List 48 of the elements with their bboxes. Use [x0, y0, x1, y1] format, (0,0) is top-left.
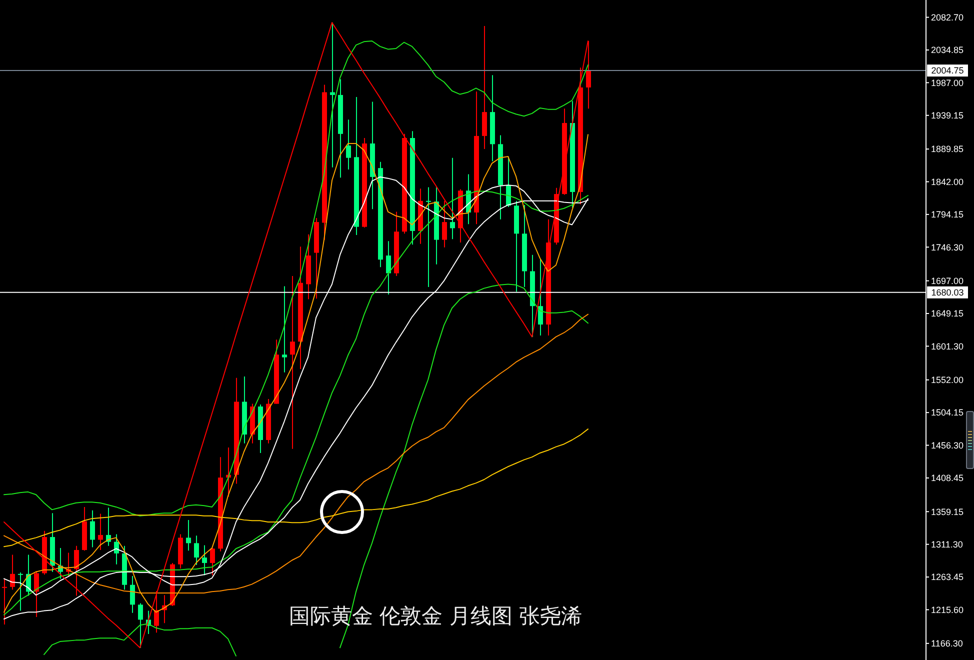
- candlestick: [10, 554, 15, 590]
- y-tick-label: 1215.60: [931, 604, 964, 615]
- candlestick: [194, 535, 199, 566]
- ref-line-label: 1680.03: [931, 288, 964, 298]
- ref-line-label: 2004.75: [931, 66, 964, 76]
- y-tick-label: 1263.45: [931, 572, 964, 582]
- candlestick: [98, 513, 103, 550]
- candlestick: [282, 286, 287, 373]
- y-tick-label: 1987.00: [931, 78, 964, 88]
- y-tick-label: 2034.85: [931, 45, 964, 56]
- line-series: [4, 428, 588, 548]
- y-tick-label: 1504.15: [931, 408, 964, 418]
- candlestick: [90, 510, 95, 548]
- candlestick: [442, 200, 447, 248]
- y-tick-label: 1889.85: [931, 144, 964, 154]
- candlestick: [130, 575, 135, 614]
- candlestick: [386, 240, 391, 295]
- candlestick: [210, 547, 215, 576]
- candlestick: [18, 572, 23, 612]
- candlestick: [330, 22, 335, 168]
- candlestick: [138, 602, 143, 648]
- y-tick-label: 1842.00: [931, 176, 964, 187]
- candlestick: [290, 276, 295, 450]
- candlestick: [450, 157, 455, 240]
- y-tick-label: 1794.15: [931, 210, 964, 220]
- candlestick: [154, 590, 159, 634]
- candlestick: [482, 25, 487, 150]
- y-tick-label: 1746.30: [931, 242, 964, 252]
- y-tick-label: 1601.30: [931, 341, 964, 352]
- candlestick: [74, 545, 79, 596]
- candlestick: [202, 544, 207, 576]
- y-tick-label: 1552.00: [931, 375, 964, 386]
- y-tick-label: 2082.70: [931, 12, 964, 22]
- candlestick: [538, 258, 543, 336]
- y-tick-label: 1649.15: [931, 308, 964, 319]
- y-tick-label: 1311.30: [931, 539, 963, 550]
- y-tick-label: 1359.15: [931, 506, 964, 517]
- candlestick: [34, 570, 39, 618]
- candlestick: [346, 119, 351, 170]
- candlestick: [186, 519, 191, 552]
- candlestick: [2, 578, 7, 625]
- y-tick-label: 1456.30: [931, 440, 964, 450]
- y-tick-label: 1939.15: [931, 110, 964, 121]
- y-tick-label: 1697.00: [931, 276, 964, 286]
- y-tick-label: 1408.45: [931, 473, 964, 484]
- line-series: [4, 40, 588, 516]
- candlestick: [426, 186, 431, 288]
- y-tick-label: 1166.30: [931, 638, 963, 649]
